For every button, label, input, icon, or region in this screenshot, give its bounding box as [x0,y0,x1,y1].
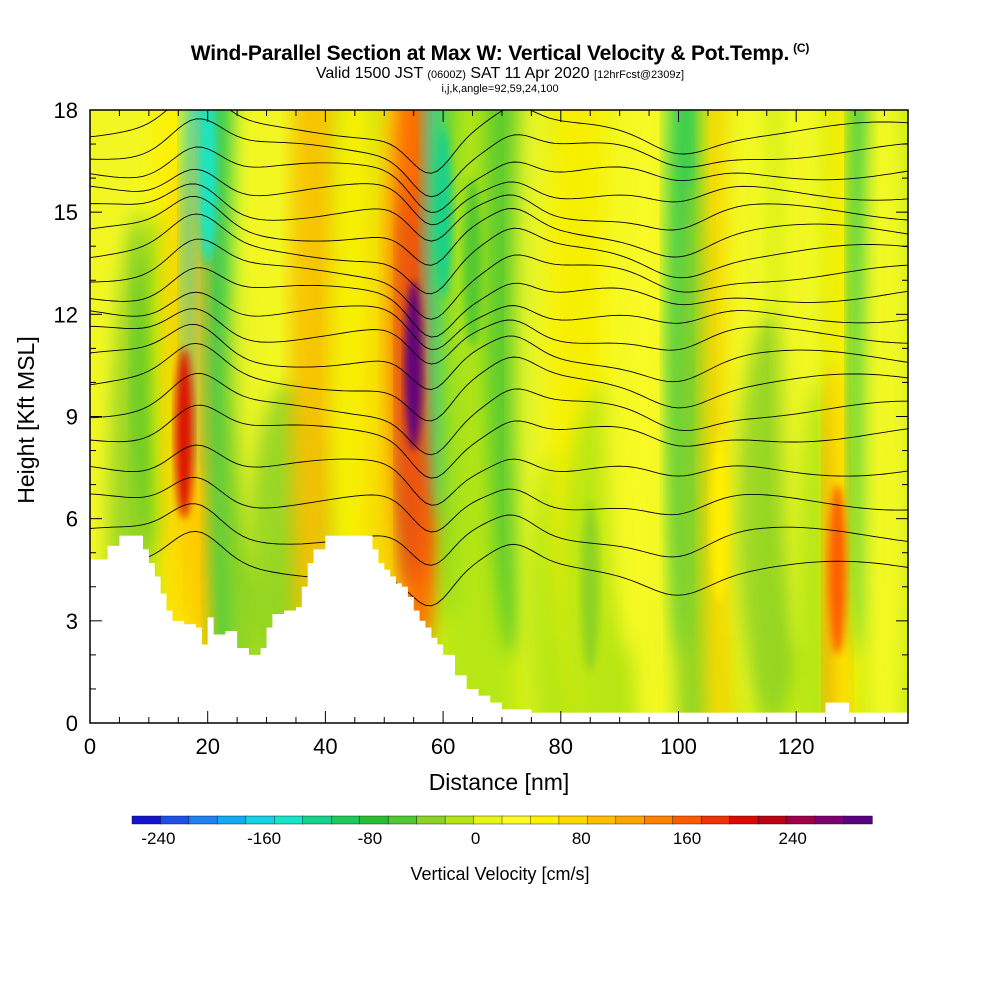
velocity-core [463,178,482,349]
velocity-core [710,433,729,604]
y-tick-label: 0 [66,711,78,736]
isentrope-line [90,372,908,456]
isentrope-line [90,323,908,390]
colorbar-swatch [188,815,218,825]
colorbar-tick-label: -240 [141,829,175,848]
isentrope-line [90,404,908,479]
isentrope-line [90,238,908,320]
colorbar-swatch [644,815,674,825]
colorbar-swatch [416,815,446,825]
valid-date: SAT 11 Apr 2020 [470,65,590,82]
colorbar-tick-label: -80 [358,829,383,848]
vertical-velocity-field [90,110,908,713]
colorbar-swatch [786,815,816,825]
colorbar-swatch [615,815,645,825]
isentrope-line [90,267,908,338]
colorbar-tick-label: 80 [572,829,591,848]
colorbar-swatch [302,815,332,825]
y-axis-title: Height [Kft MSL] [13,336,39,503]
colorbar-swatch [387,815,418,825]
colorbar-tick-label: 240 [779,829,807,848]
x-tick-labels: 0 20 40 60 80 100 120 [84,734,815,759]
colorbar-swatch [587,815,617,825]
colorbar-swatch [814,815,845,825]
isentrope-line [90,291,908,351]
isentrope-line [90,444,908,506]
colorbar-title: Vertical Velocity [cm/s] [410,864,589,884]
colorbar-swatch [274,815,304,825]
colorbar-swatch [245,815,275,825]
isentrope-line [90,195,908,266]
isentrope-line [90,342,908,422]
colorbar-swatch [672,815,702,825]
isentrope-line [90,213,908,295]
x-axis-title: Distance [nm] [429,769,570,795]
x-tick-label: 100 [660,734,697,759]
chart-title: Wind-Parallel Section at Max W: Vertical… [190,41,810,65]
colorbar-swatch [131,815,162,825]
potential-temperature-contours [90,110,908,607]
isentrope-line [90,530,908,607]
velocity-core [404,280,423,451]
colorbar-swatch [473,815,503,825]
colorbar-swatch [757,815,788,825]
colorbar-swatch [701,815,731,825]
valid-time-line: Valid 1500 JST (0600Z) SAT 11 Apr 2020 [… [0,66,1000,83]
y-tick-label: 18 [54,98,78,123]
y-tick-label: 12 [54,302,78,327]
velocity-core [581,501,600,672]
colorbar-swatch [530,815,560,825]
colorbar-swatch [359,815,389,825]
colorbar-tick-label: -160 [247,829,281,848]
y-tick-label: 6 [66,507,78,532]
colorbar-tick-label: 160 [673,829,701,848]
velocity-core [198,110,217,264]
colorbar-swatch [217,815,247,825]
terrain-mask [90,535,908,723]
colorbar-swatch [501,815,532,825]
colorbar-swatch [160,815,190,825]
velocity-core [828,484,847,655]
colorbar-swatch [843,815,873,825]
y-tick-label: 3 [66,609,78,634]
x-tick-label: 80 [549,734,573,759]
x-tick-label: 120 [778,734,815,759]
isentrope-line [90,118,908,198]
isentrope-line [90,146,908,213]
isentrope-line [90,110,908,174]
isentrope-line [90,476,908,533]
isentrope-line [90,183,908,242]
colorbar-swatch [729,815,759,825]
colorbar-swatch [444,815,475,825]
valid-utc: (0600Z) [427,69,466,81]
isentrope-line [90,308,908,365]
valid-prefix: Valid 1500 JST [315,65,423,82]
colorbar-tick-labels: -240 -160 -80 0 80 160 240 [141,829,807,848]
y-tick-label: 9 [66,405,78,430]
x-tick-label: 20 [195,734,219,759]
colorbar-tick-label: 0 [471,829,480,848]
y-tick-label: 15 [54,200,78,225]
colorbar-swatch [331,815,361,825]
x-tick-label: 60 [431,734,455,759]
x-tick-label: 0 [84,734,96,759]
forecast-info: [12hrFcst@2309z] [594,69,685,81]
copyright-mark: (C) [793,41,810,55]
axis-ticks [89,109,908,724]
colorbar [131,815,873,825]
isentrope-line [90,503,908,566]
section-indices: i,j,k,angle=92,59,24,100 [441,83,559,95]
velocity-core [175,348,194,519]
isentrope-line [90,168,908,226]
x-tick-label: 40 [313,734,337,759]
chart-header: Wind-Parallel Section at Max W: Vertical… [0,36,1000,95]
colorbar-swatch [558,815,588,825]
y-tick-labels: 0 3 6 9 12 15 18 [54,98,78,736]
